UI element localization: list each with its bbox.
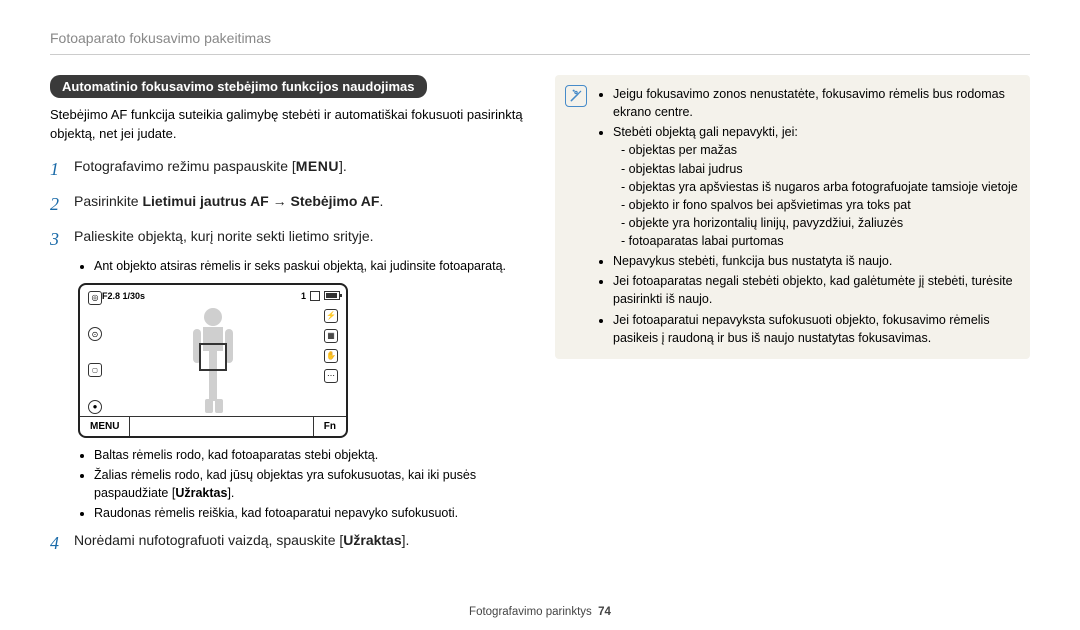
step-text: Fotografavimo režimu paspauskite [MENU]. <box>74 156 347 177</box>
bullet-red-frame: Raudonas rėmelis reiškia, kad fotoaparat… <box>94 504 525 522</box>
camera-screen: F2.8 1/30s 1 ◎ ⊙ ▢ ● <box>78 283 348 438</box>
step-1: 1 Fotografavimo režimu paspauskite [MENU… <box>50 156 525 183</box>
menu-label: MENU <box>296 158 339 174</box>
bullet-fragment: Žalias rėmelis rodo, kad jūsų objektas y… <box>94 468 476 500</box>
bullet-fragment: ]. <box>227 486 234 500</box>
step-number: 3 <box>50 226 74 253</box>
note-item: Jei fotoaparatui nepavyksta sufokusuoti … <box>613 311 1018 347</box>
focus-rectangle <box>199 343 227 371</box>
misc-icon: ⋯ <box>324 369 338 383</box>
note-item: Nepavykus stebėti, funkcija bus nustatyt… <box>613 252 1018 270</box>
step-fragment: Fotografavimo režimu paspauskite [ <box>74 158 296 174</box>
note-subitem: objektas yra apšviestas iš nugaros arba … <box>621 178 1018 196</box>
sub-bullet: Ant objekto atsiras rėmelis ir seks pask… <box>94 257 525 275</box>
step-number: 4 <box>50 530 74 557</box>
note-sublist: objektas per mažas objektas labai judrus… <box>621 141 1018 250</box>
fn-softkey: Fn <box>313 417 346 436</box>
step-3-sub-bullets: Ant objekto atsiras rėmelis ir seks pask… <box>94 257 525 275</box>
camera-left-icons: ◎ ⊙ ▢ ● <box>86 291 104 414</box>
step-4: 4 Norėdami nufotografuoti vaizdą, spausk… <box>50 530 525 557</box>
steps-list: 1 Fotografavimo režimu paspauskite [MENU… <box>50 156 525 253</box>
step-text: Palieskite objektą, kurį norite sekti li… <box>74 226 374 247</box>
frame-color-bullets: Baltas rėmelis rodo, kad fotoaparatas st… <box>94 446 525 523</box>
step-bold: Stebėjimo AF <box>291 193 380 209</box>
battery-icon <box>324 291 340 300</box>
note-fragment: Stebėti objektą gali nepavykti, jei: <box>613 125 798 139</box>
info-icon <box>565 85 587 107</box>
info-note-box: Jeigu fokusavimo zonos nenustatėte, foku… <box>555 75 1030 359</box>
shot-count: 1 <box>301 291 306 301</box>
flash-icon: ⚡ <box>324 309 338 323</box>
note-list: Jeigu fokusavimo zonos nenustatėte, foku… <box>613 85 1018 347</box>
note-item: Stebėti objektą gali nepavykti, jei: obj… <box>613 123 1018 250</box>
metering-icon: ● <box>88 400 102 414</box>
right-column: Jeigu fokusavimo zonos nenustatėte, foku… <box>555 75 1030 565</box>
step-fragment: . <box>379 193 383 209</box>
orientation-icon <box>310 291 320 301</box>
camera-illustration: F2.8 1/30s 1 ◎ ⊙ ▢ ● <box>78 283 525 438</box>
exposure-readout: F2.8 1/30s <box>102 291 145 301</box>
stabilizer-icon: ✋ <box>324 349 338 363</box>
note-subitem: objektas per mažas <box>621 141 1018 159</box>
step-number: 2 <box>50 191 74 218</box>
bullet-green-frame: Žalias rėmelis rodo, kad jūsų objektas y… <box>94 466 525 502</box>
header-divider <box>50 54 1030 55</box>
note-item: Jei fotoaparatas negali stebėti objekto,… <box>613 272 1018 308</box>
step-number: 1 <box>50 156 74 183</box>
camera-right-icons: ⚡ ▦ ✋ ⋯ <box>322 309 340 414</box>
step-fragment: Norėdami nufotografuoti vaizdą, spauskit… <box>74 532 343 548</box>
steps-list-cont: 4 Norėdami nufotografuoti vaizdą, spausk… <box>50 530 525 557</box>
note-subitem: objekto ir fono spalvos bei apšvietimas … <box>621 196 1018 214</box>
step-text: Pasirinkite Lietimui jautrus AF → Stebėj… <box>74 191 383 212</box>
menu-softkey: MENU <box>80 417 130 436</box>
section-pill-heading: Automatinio fokusavimo stebėjimo funkcij… <box>50 75 427 98</box>
step-2: 2 Pasirinkite Lietimui jautrus AF → Steb… <box>50 191 525 218</box>
target-icon: ⊙ <box>88 327 102 341</box>
step-bold: Lietimui jautrus AF <box>142 193 268 209</box>
step-fragment: → <box>269 193 291 209</box>
step-text: Norėdami nufotografuoti vaizdą, spauskit… <box>74 530 409 551</box>
drive-icon: ▦ <box>324 329 338 343</box>
note-subitem: objektas labai judrus <box>621 160 1018 178</box>
bullet-white-frame: Baltas rėmelis rodo, kad fotoaparatas st… <box>94 446 525 464</box>
step-fragment: ]. <box>402 532 410 548</box>
footer-section: Fotografavimo parinktys <box>469 606 592 618</box>
af-area-icon: ▢ <box>88 363 102 377</box>
step-3: 3 Palieskite objektą, kurį norite sekti … <box>50 226 525 253</box>
step-fragment: Pasirinkite <box>74 193 142 209</box>
footer-page-number: 74 <box>598 606 611 618</box>
two-column-layout: Automatinio fokusavimo stebėjimo funkcij… <box>50 75 1030 565</box>
bullet-bold: Užraktas <box>175 486 227 500</box>
page-footer: Fotografavimo parinktys 74 <box>0 606 1080 618</box>
topbar-right-group: 1 <box>301 291 340 301</box>
step-fragment: ]. <box>339 158 347 174</box>
left-column: Automatinio fokusavimo stebėjimo funkcij… <box>50 75 525 565</box>
note-subitem: fotoaparatas labai purtomas <box>621 232 1018 250</box>
section-intro-text: Stebėjimo AF funkcija suteikia galimybę … <box>50 106 525 144</box>
page-header-title: Fotoaparato fokusavimo pakeitimas <box>50 30 1030 46</box>
note-subitem: objekte yra horizontalių linijų, pavyzdž… <box>621 214 1018 232</box>
note-item: Jeigu fokusavimo zonos nenustatėte, foku… <box>613 85 1018 121</box>
mode-icon: ◎ <box>88 291 102 305</box>
step-bold: Užraktas <box>343 532 401 548</box>
camera-topbar: F2.8 1/30s 1 <box>102 291 340 301</box>
camera-bottom-bar: MENU Fn <box>80 416 346 436</box>
